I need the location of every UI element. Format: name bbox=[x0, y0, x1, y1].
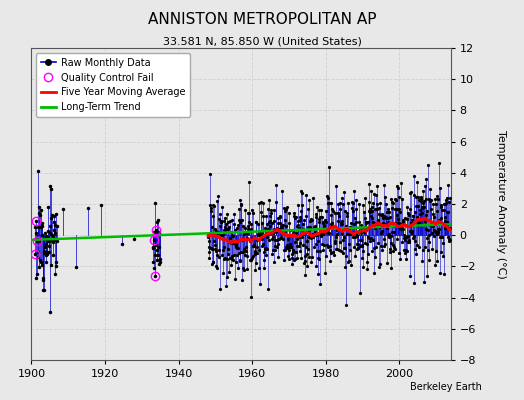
Y-axis label: Temperature Anomaly (°C): Temperature Anomaly (°C) bbox=[496, 130, 506, 278]
Text: ANNISTON METROPOLITAN AP: ANNISTON METROPOLITAN AP bbox=[148, 12, 376, 27]
Text: Berkeley Earth: Berkeley Earth bbox=[410, 382, 482, 392]
Text: 33.581 N, 85.850 W (United States): 33.581 N, 85.850 W (United States) bbox=[162, 36, 362, 46]
Legend: Raw Monthly Data, Quality Control Fail, Five Year Moving Average, Long-Term Tren: Raw Monthly Data, Quality Control Fail, … bbox=[36, 53, 190, 117]
